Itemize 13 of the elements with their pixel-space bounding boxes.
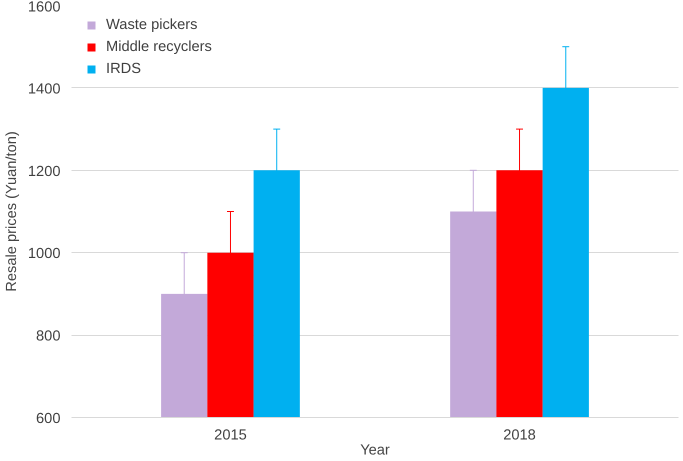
- y-tick-label: 1000: [28, 246, 61, 262]
- legend-label: Middle recyclers: [106, 39, 212, 55]
- x-tick-label: 2015: [214, 428, 247, 444]
- legend-label: IRDS: [106, 61, 142, 77]
- y-tick-label: 1200: [28, 164, 61, 180]
- y-tick-label: 1600: [28, 0, 61, 16]
- y-tick-label: 1400: [28, 81, 61, 98]
- legend-label: Waste pickers: [106, 17, 198, 33]
- y-axis-title: Resale prices (Yuan/ton): [4, 131, 20, 292]
- y-tick-label: 600: [36, 411, 61, 427]
- y-tick-label: 800: [36, 328, 61, 345]
- x-axis-title: Year: [360, 442, 390, 458]
- x-tick-label: 2018: [503, 428, 536, 444]
